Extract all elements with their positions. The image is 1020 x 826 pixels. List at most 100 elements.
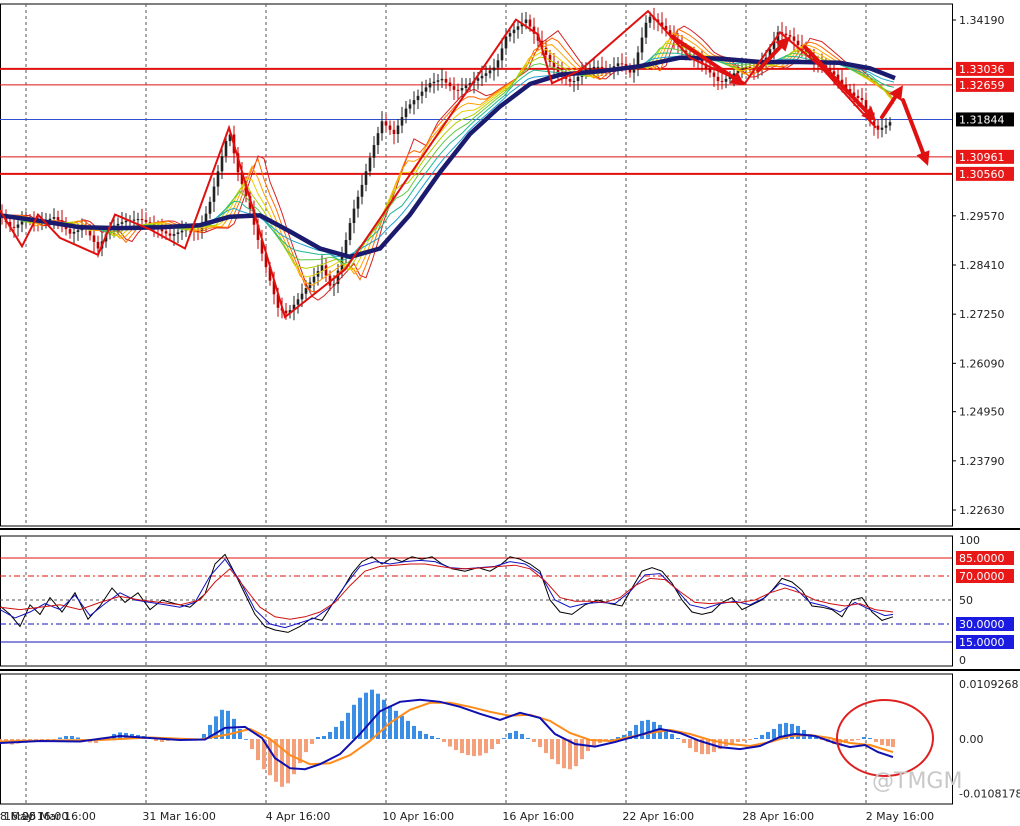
macd-histogram-bar bbox=[634, 724, 638, 739]
candle-body bbox=[500, 48, 504, 61]
candle-body bbox=[636, 52, 640, 68]
price-axis: 1.34190 1.33036 1.32659 1.31844 1.30961 1.305… bbox=[952, 14, 1020, 800]
candle-body bbox=[668, 30, 672, 35]
macd-histogram-bar bbox=[346, 712, 350, 739]
macd-histogram-bar bbox=[322, 735, 326, 739]
candle-body bbox=[396, 125, 400, 135]
candle-body bbox=[220, 156, 224, 172]
candle-body bbox=[516, 26, 520, 30]
candle-body bbox=[420, 91, 424, 96]
grid bbox=[0, 3, 1020, 805]
candle-body bbox=[664, 25, 668, 31]
candle-body bbox=[412, 100, 416, 105]
macd-histogram-bar bbox=[58, 737, 62, 739]
stochastic-panel bbox=[0, 553, 952, 643]
macd-histogram-bar bbox=[412, 725, 416, 739]
candle-body bbox=[316, 271, 320, 277]
macd-histogram-bar bbox=[778, 723, 782, 739]
macd-histogram-bar bbox=[592, 739, 596, 747]
candle-body bbox=[488, 70, 492, 74]
candle-body bbox=[788, 35, 792, 37]
macd-histogram-bar bbox=[46, 739, 50, 741]
arrow-shaft bbox=[756, 44, 783, 73]
candle-body bbox=[356, 196, 360, 209]
candle-body bbox=[644, 22, 648, 38]
macd-histogram-bar bbox=[544, 739, 548, 754]
macd-histogram-bar bbox=[868, 737, 872, 739]
candle-body bbox=[784, 33, 788, 36]
macd-histogram-bar bbox=[532, 739, 536, 743]
candle-body bbox=[12, 226, 16, 228]
macd-histogram-bar bbox=[430, 735, 434, 739]
candle-body bbox=[380, 121, 384, 134]
macd-histogram-bar bbox=[70, 735, 74, 739]
time-tick-label: r 16:00 bbox=[0, 810, 36, 823]
candle-body bbox=[376, 133, 380, 146]
candle-body bbox=[540, 40, 544, 48]
candle-body bbox=[660, 22, 664, 26]
macd-histogram-bar bbox=[502, 737, 506, 739]
candle-body bbox=[68, 229, 72, 234]
macd-histogram-bar bbox=[340, 720, 344, 739]
candle-body bbox=[240, 172, 244, 185]
candle-body bbox=[876, 125, 880, 130]
candle-body bbox=[732, 73, 736, 77]
macd-histogram-bar bbox=[154, 739, 158, 742]
candle-body bbox=[324, 265, 328, 276]
candle-body bbox=[432, 81, 436, 84]
time-tick-label: 10 Apr 16:00 bbox=[382, 810, 454, 823]
price-tick-label: 1.34190 bbox=[959, 14, 1005, 27]
arrow-head bbox=[916, 150, 930, 166]
candle-body bbox=[632, 67, 636, 73]
candle-body bbox=[616, 63, 620, 67]
macd-histogram-bar bbox=[874, 739, 878, 743]
candle-body bbox=[404, 108, 408, 118]
candle-body bbox=[712, 72, 716, 77]
candle-body bbox=[180, 230, 184, 233]
candle-body bbox=[364, 171, 368, 185]
candle-body bbox=[448, 82, 452, 87]
candle-body bbox=[648, 16, 652, 23]
candle-body bbox=[592, 66, 596, 69]
macd-histogram-bar bbox=[694, 739, 698, 753]
candle-body bbox=[828, 67, 832, 72]
price-tag bbox=[956, 112, 1014, 127]
arrow-shaft bbox=[803, 45, 869, 114]
macd-histogram-bar bbox=[376, 693, 380, 739]
macd-histogram-bar bbox=[226, 710, 230, 739]
panel-frame bbox=[0, 535, 953, 667]
candle-body bbox=[880, 127, 884, 130]
stoch-tick-label: 0 bbox=[959, 654, 966, 667]
macd-histogram-bar bbox=[208, 724, 212, 739]
candle-body bbox=[552, 61, 556, 68]
candle-body bbox=[620, 63, 624, 65]
candle-body bbox=[296, 299, 300, 305]
price-panel bbox=[0, 7, 952, 321]
macd-histogram-bar bbox=[550, 739, 554, 760]
macd-tick-label: 0.0109268 bbox=[959, 678, 1019, 691]
candle-body bbox=[528, 19, 532, 27]
candle-body bbox=[272, 280, 276, 295]
macd-tick-label: -0.0108178 bbox=[959, 787, 1020, 800]
candle-body bbox=[424, 87, 428, 92]
candle-body bbox=[544, 47, 548, 55]
candle-body bbox=[204, 213, 208, 226]
stoch-level-tag bbox=[956, 569, 1014, 583]
macd-histogram-bar bbox=[274, 739, 278, 782]
macd-histogram-bar bbox=[742, 739, 746, 742]
stoch-level-tag bbox=[956, 617, 1014, 631]
candle-body bbox=[292, 304, 296, 311]
candle-body bbox=[548, 54, 552, 62]
macd-histogram-bar bbox=[0, 739, 2, 742]
macd-histogram-bar bbox=[562, 739, 566, 769]
macd-histogram-bar bbox=[682, 739, 686, 744]
macd-histogram-bar bbox=[436, 737, 440, 739]
candle-body bbox=[840, 79, 844, 85]
macd-histogram-bar bbox=[454, 739, 458, 751]
macd-histogram-bar bbox=[790, 723, 794, 739]
candle-body bbox=[720, 81, 724, 83]
macd-panel bbox=[0, 689, 934, 787]
candle-body bbox=[464, 85, 468, 89]
macd-tick-label: 0.00 bbox=[959, 733, 984, 746]
